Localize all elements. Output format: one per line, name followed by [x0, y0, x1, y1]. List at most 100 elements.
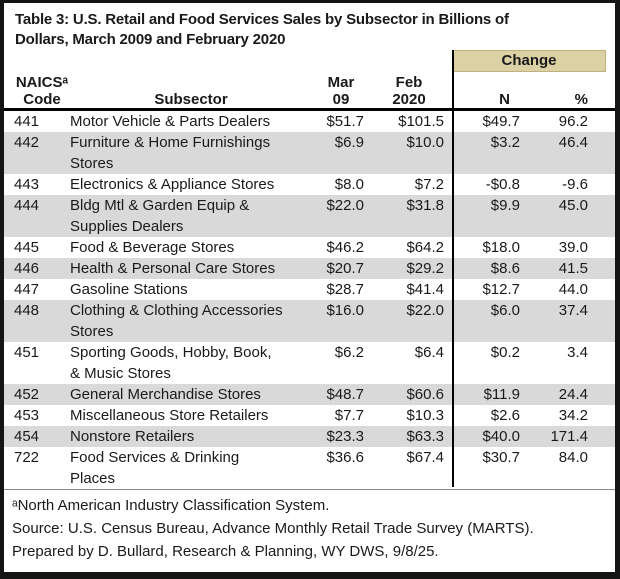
cell-change-pct: 34.2	[558, 407, 588, 424]
table-row: 453 Miscellaneous Store Retailers $7.7 $…	[4, 405, 615, 426]
cell-change-n: $8.6	[490, 260, 520, 277]
cell-feb-2020: $7.2	[414, 176, 444, 193]
cell-mar-09: $16.0	[326, 302, 364, 319]
footnote-naics: ᵃNorth American Industry Classification …	[12, 497, 330, 514]
cell-change-n: $30.7	[482, 449, 520, 466]
cell-subsector: Food Services & Drinking Places	[70, 449, 240, 487]
cell-mar-09: $46.2	[326, 239, 364, 256]
cell-change-n: $18.0	[482, 239, 520, 256]
cell-feb-2020: $41.4	[406, 281, 444, 298]
cell-naics-code: 447	[14, 281, 40, 298]
table-row: 447 Gasoline Stations $28.7 $41.4 $12.7 …	[4, 279, 615, 300]
table-body: 441 Motor Vehicle & Parts Dealers $51.7 …	[4, 111, 615, 490]
cell-mar-09: $6.9	[334, 134, 364, 151]
column-header-mar-09: Mar 09	[327, 74, 355, 108]
cell-change-pct: 46.4	[558, 134, 588, 151]
cell-feb-2020: $101.5	[398, 113, 444, 130]
cell-subsector: Miscellaneous Store Retailers	[70, 407, 269, 424]
cell-mar-09: $20.7	[326, 260, 364, 277]
footnote-prepared-by: Prepared by D. Bullard, Research & Plann…	[12, 543, 439, 560]
column-header-feb-2020: Feb 2020	[392, 74, 426, 108]
cell-feb-2020: $10.0	[406, 134, 444, 151]
table-row: 445 Food & Beverage Stores $46.2 $64.2 $…	[4, 237, 615, 258]
cell-feb-2020: $6.4	[414, 344, 444, 361]
cell-change-n: $0.2	[490, 344, 520, 361]
table-row: 722 Food Services & Drinking Places $36.…	[4, 447, 615, 489]
column-header-change-pct: %	[574, 91, 588, 108]
cell-change-n: $49.7	[482, 113, 520, 130]
cell-change-pct: 3.4	[567, 344, 588, 361]
cell-change-pct: 39.0	[558, 239, 588, 256]
cell-feb-2020: $31.8	[406, 197, 444, 214]
cell-naics-code: 441	[14, 113, 40, 130]
cell-feb-2020: $10.3	[406, 407, 444, 424]
cell-naics-code: 452	[14, 386, 40, 403]
cell-mar-09: $7.7	[334, 407, 364, 424]
footnotes: ᵃNorth American Industry Classification …	[4, 490, 615, 563]
cell-mar-09: $28.7	[326, 281, 364, 298]
table-row: 448 Clothing & Clothing Accessories Stor…	[4, 300, 615, 342]
table-row: 451 Sporting Goods, Hobby, Book, & Music…	[4, 342, 615, 384]
cell-naics-code: 443	[14, 176, 40, 193]
column-header-change-n: N	[499, 91, 510, 108]
cell-change-n: $11.9	[483, 386, 520, 403]
cell-naics-code: 454	[14, 428, 40, 445]
cell-naics-code: 444	[14, 197, 40, 214]
cell-change-n: $2.6	[490, 407, 520, 424]
cell-naics-code: 442	[14, 134, 40, 151]
cell-subsector: Health & Personal Care Stores	[70, 260, 276, 277]
cell-feb-2020: $60.6	[406, 386, 444, 403]
cell-change-n: $3.2	[490, 134, 520, 151]
column-header-row: NAICSᵃ Code Subsector Mar 09 Feb 2020 N …	[4, 72, 615, 111]
change-header: Change	[452, 50, 606, 72]
cell-change-n: $40.0	[482, 428, 520, 445]
footnote-source: Source: U.S. Census Bureau, Advance Mont…	[12, 520, 534, 537]
cell-naics-code: 448	[14, 302, 40, 319]
cell-naics-code: 451	[14, 344, 40, 361]
cell-subsector: Bldg Mtl & Garden Equip & Supplies Deale…	[70, 197, 250, 235]
table-row: 441 Motor Vehicle & Parts Dealers $51.7 …	[4, 111, 615, 132]
table-row: 442 Furniture & Home Furnishings Stores …	[4, 132, 615, 174]
cell-subsector: Food & Beverage Stores	[70, 239, 235, 256]
cell-naics-code: 722	[14, 449, 40, 466]
change-header-row: Change	[4, 50, 615, 72]
cell-naics-code: 445	[14, 239, 40, 256]
cell-feb-2020: $29.2	[406, 260, 444, 277]
cell-mar-09: $8.0	[334, 176, 364, 193]
cell-mar-09: $36.6	[326, 449, 364, 466]
cell-change-pct: 41.5	[558, 260, 588, 277]
table-row: 452 General Merchandise Stores $48.7 $60…	[4, 384, 615, 405]
cell-change-pct: 37.4	[558, 302, 588, 319]
cell-naics-code: 453	[14, 407, 40, 424]
column-header-subsector: Subsector	[154, 91, 228, 108]
cell-feb-2020: $63.3	[406, 428, 444, 445]
cell-change-n: $12.7	[482, 281, 520, 298]
cell-feb-2020: $67.4	[406, 449, 444, 466]
table-row: 446 Health & Personal Care Stores $20.7 …	[4, 258, 615, 279]
cell-change-pct: -9.6	[562, 176, 588, 193]
cell-subsector: Sporting Goods, Hobby, Book, & Music Sto…	[70, 344, 272, 382]
cell-subsector: Gasoline Stations	[70, 281, 188, 298]
cell-change-pct: 171.4	[550, 428, 588, 445]
cell-naics-code: 446	[14, 260, 40, 277]
cell-mar-09: $6.2	[334, 344, 364, 361]
cell-subsector: Nonstore Retailers	[70, 428, 195, 445]
table-row: 443 Electronics & Appliance Stores $8.0 …	[4, 174, 615, 195]
cell-mar-09: $51.7	[326, 113, 364, 130]
cell-change-n: $9.9	[490, 197, 520, 214]
cell-change-pct: 96.2	[558, 113, 588, 130]
cell-subsector: Clothing & Clothing Accessories Stores	[70, 302, 283, 340]
cell-feb-2020: $64.2	[406, 239, 444, 256]
cell-mar-09: $23.3	[326, 428, 364, 445]
cell-mar-09: $22.0	[326, 197, 364, 214]
column-header-naics-code: NAICSᵃ Code	[15, 74, 69, 108]
cell-change-n: $6.0	[490, 302, 520, 319]
cell-subsector: General Merchandise Stores	[70, 386, 261, 403]
change-column-divider-line	[452, 50, 454, 487]
cell-change-pct: 44.0	[558, 281, 588, 298]
table-row: 444 Bldg Mtl & Garden Equip & Supplies D…	[4, 195, 615, 237]
cell-subsector: Furniture & Home Furnishings Stores	[70, 134, 271, 172]
cell-change-pct: 45.0	[558, 197, 588, 214]
cell-change-pct: 84.0	[558, 449, 588, 466]
